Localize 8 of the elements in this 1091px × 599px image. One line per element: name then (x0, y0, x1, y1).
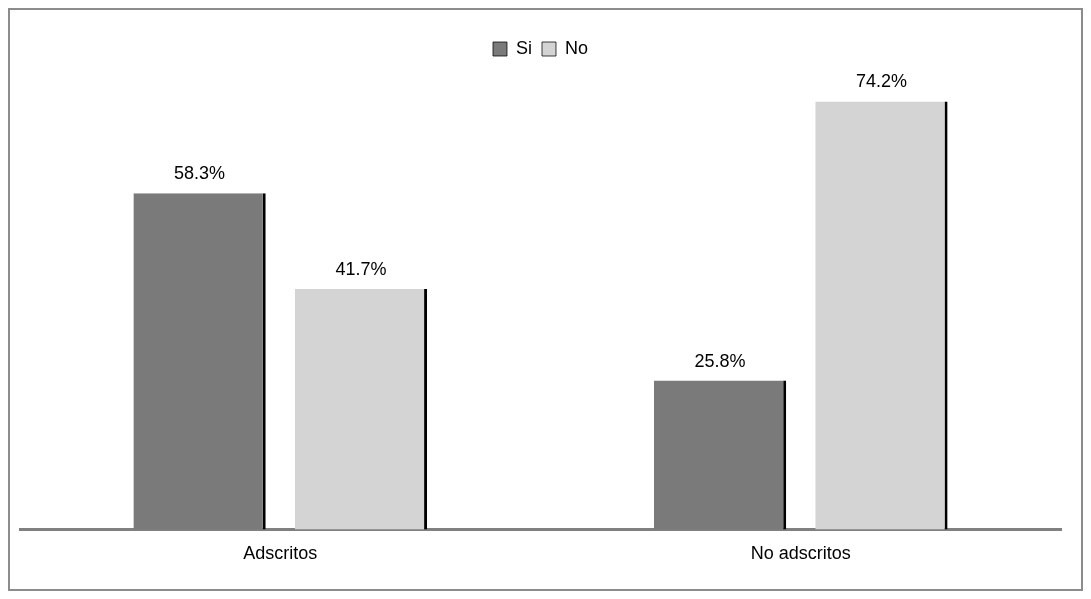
legend-label: No (565, 37, 589, 58)
x-tick-label: Adscritos (243, 543, 318, 564)
data-label: 25.8% (694, 350, 746, 371)
x-tick-label: No adscritos (750, 543, 851, 564)
data-label: 58.3% (174, 163, 226, 184)
data-label: 41.7% (335, 258, 387, 279)
data-label: 74.2% (855, 71, 907, 92)
legend-label: Si (515, 37, 533, 58)
